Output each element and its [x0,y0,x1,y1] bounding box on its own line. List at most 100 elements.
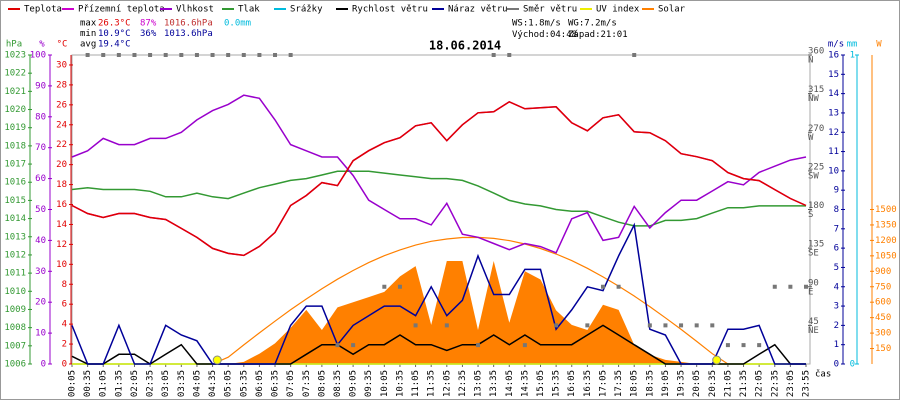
y-tick-label: 70 [35,143,46,153]
direction-label: S [808,210,813,220]
stat-value: 19.4°C [98,40,131,50]
y-tick-label: 225 [808,162,824,172]
y-tick-label: 90 [808,278,819,288]
x-tick-label: 04:05 [192,370,202,397]
axis-unit: m/s [828,40,844,50]
y-tick-label: 20 [56,160,67,170]
y-tick-label: 1007 [4,341,26,351]
x-tick-label: 22:35 [770,370,780,397]
direction-mark [132,53,137,57]
y-tick-label: 18 [56,180,67,190]
direction-mark [194,53,199,57]
stat-value: 87% [140,19,157,29]
y-tick-label: 1013 [4,232,26,242]
y-tick-label: 1008 [4,323,26,333]
stat-value: 1013.6hPa [164,29,213,39]
y-tick-label: 12 [56,240,67,250]
x-tick-label: 13:35 [489,370,499,397]
direction-mark [585,323,590,328]
y-tick-label: 150 [875,344,891,354]
sunrise-time: 04:48 [550,30,577,40]
y-tick-label: 8 [62,280,67,290]
y-tick-label: 750 [875,282,891,292]
direction-mark [397,284,402,289]
y-tick-label: 0 [62,360,67,370]
direction-mark [741,343,746,348]
direction-mark [288,53,293,57]
direction-mark [616,284,621,289]
direction-mark [351,343,356,348]
x-tick-label: 02:35 [146,370,156,397]
direction-label: NW [808,94,819,104]
y-tick-label: 2 [834,321,839,331]
x-tick-label: 01:35 [114,370,124,397]
y-tick-label: 180 [808,201,824,211]
stat-value: 26.3°C [98,19,131,29]
x-tick-label: 06:05 [255,370,265,397]
y-tick-label: 22 [56,140,67,150]
sunrise-label: Východ: [512,30,550,40]
axis-unit: °C [57,40,68,50]
sunset-label: Západ: [568,30,601,40]
direction-label: SE [808,249,819,259]
direction-mark [179,53,184,57]
x-tick-label: 00:35 [83,370,93,397]
y-tick-label: 3 [834,302,839,312]
legend-label: Přízemní teplota [78,5,165,15]
solar-clear-sky [212,236,729,365]
x-tick-label: 18:35 [645,370,655,397]
direction-mark [772,284,777,289]
direction-label: NE [808,326,819,336]
legend-label: Náraz větru [448,5,508,15]
direction-mark [804,284,808,289]
y-tick-label: 13 [828,108,839,118]
x-tick-label: 08:35 [333,370,343,397]
x-tick-label: 22:05 [755,370,765,397]
direction-mark [600,284,605,289]
y-tick-label: 45 [808,317,819,327]
y-tick-label: 80 [35,112,46,122]
axis-unit: % [39,40,45,50]
y-tick-label: 10 [56,260,67,270]
sunrise-marker [212,355,222,365]
direction-mark [257,53,262,57]
direction-mark [163,53,168,57]
x-tick-label: 04:35 [208,370,218,397]
y-tick-label: 450 [875,313,891,323]
x-tick-label: 08:05 [317,370,327,397]
stat-label: avg [80,40,96,50]
y-tick-label: 20 [35,298,46,308]
x-tick-label: 20:35 [708,370,718,397]
x-tick-label: 09:35 [364,370,374,397]
y-tick-label: 0 [834,360,839,370]
y-tick-label: 10 [828,166,839,176]
y-tick-label: 60 [35,174,46,184]
y-tick-label: 26 [56,100,67,110]
direction-mark [413,323,418,328]
y-tick-label: 1009 [4,305,26,315]
stat-value: 36% [140,29,157,39]
direction-mark [725,343,730,348]
stat-value: 1016.6hPa [164,19,213,29]
y-tick-label: 1010 [4,287,26,297]
stat-value: 0.0mm [224,19,251,29]
series-line [71,94,807,254]
direction-mark [101,53,106,57]
x-tick-label: 07:05 [286,370,296,397]
direction-label: SW [808,171,819,181]
legend-label: Rychlost větru [352,5,428,15]
direction-mark [226,53,231,57]
x-tick-label: 20:05 [692,370,702,397]
y-tick-label: 1014 [4,214,26,224]
y-tick-label: 1018 [4,141,26,151]
direction-mark [507,53,512,57]
x-tick-label: 14:05 [505,370,515,397]
x-tick-label: 13:05 [474,370,484,397]
direction-mark [210,53,215,57]
series-line [71,100,807,257]
y-tick-label: 90 [35,81,46,91]
x-tick-label: 12:05 [442,370,452,397]
direction-mark [694,323,699,328]
